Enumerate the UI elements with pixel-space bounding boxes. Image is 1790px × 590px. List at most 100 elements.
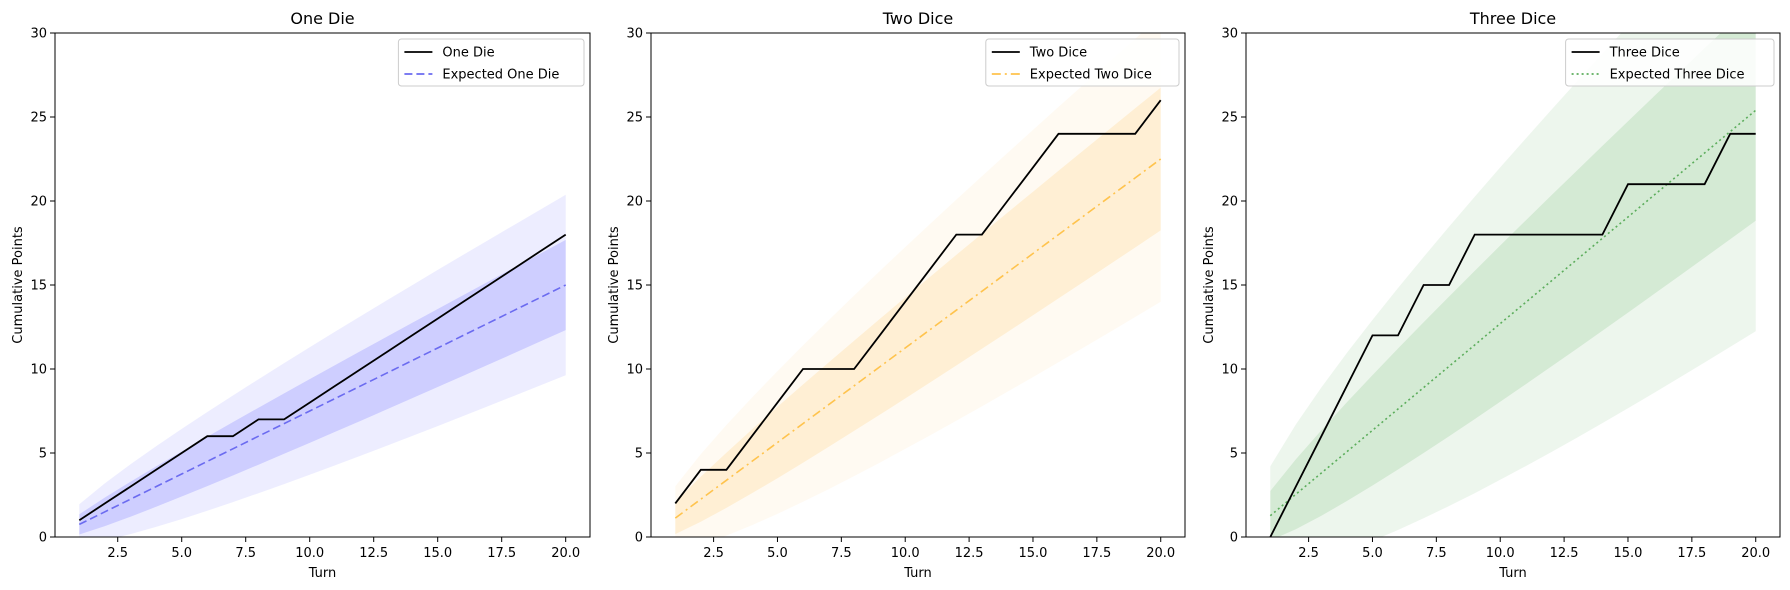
- data-point: [333, 383, 338, 388]
- data-point: [1133, 131, 1138, 136]
- x-tick-label: 7.5: [1426, 546, 1447, 561]
- data-point: [486, 283, 491, 288]
- x-axis-label: Turn: [1498, 566, 1527, 581]
- y-tick-label: 5: [635, 447, 643, 462]
- chart-panel-1: 2.5 5.0 7.5 10.0 12.5 15.0 17.5 20.0 0 5 10 15 20 25 3…: [11, 9, 591, 581]
- data-point: [307, 400, 312, 405]
- data-point: [435, 316, 440, 321]
- actual-series-line: [78, 233, 567, 521]
- expected-series-line: [1269, 109, 1757, 517]
- data-point: [1728, 131, 1733, 136]
- data-point: [698, 467, 703, 472]
- expected-series-line: [674, 158, 1162, 519]
- x-tick-label: 12.5: [1550, 546, 1579, 561]
- data-point: [724, 467, 729, 472]
- x-tick-label: 10.0: [891, 546, 920, 561]
- x-tick-label: 15.0: [423, 546, 452, 561]
- x-tick-label: 20.0: [551, 546, 580, 561]
- y-tick-label: 20: [30, 195, 47, 210]
- data-point: [77, 518, 82, 523]
- data-point: [928, 266, 933, 271]
- x-tick-label: 2.5: [107, 546, 128, 561]
- y-tick-label: 0: [1230, 531, 1238, 546]
- plot-area: [673, 33, 1162, 537]
- data-point: [563, 232, 568, 237]
- data-point: [903, 299, 908, 304]
- data-point: [801, 367, 806, 372]
- x-tick-label: 15.0: [1613, 546, 1642, 561]
- chart-title: Three Dice: [1469, 9, 1556, 28]
- y-tick-label: 0: [39, 531, 47, 546]
- legend-label-actual: Two Dice: [1029, 46, 1087, 61]
- data-point: [384, 350, 389, 355]
- data-point: [1421, 283, 1426, 288]
- y-tick-label: 0: [635, 531, 643, 546]
- confidence-band-inner: [1270, 33, 1756, 537]
- y-tick-label: 15: [1221, 279, 1238, 294]
- data-point: [852, 367, 857, 372]
- y-tick-label: 10: [626, 363, 643, 378]
- data-point: [775, 400, 780, 405]
- legend-label-expected: Expected Three Dice: [1610, 68, 1745, 83]
- data-point: [358, 367, 363, 372]
- x-tick-label: 5.0: [171, 546, 192, 561]
- x-tick-label: 12.5: [359, 546, 388, 561]
- y-tick-label: 15: [626, 279, 643, 294]
- y-tick-label: 25: [30, 111, 47, 126]
- data-point: [1293, 484, 1298, 489]
- data-point: [1574, 232, 1579, 237]
- data-point: [1056, 131, 1061, 136]
- data-point: [1600, 232, 1605, 237]
- x-tick-label: 17.5: [1677, 546, 1706, 561]
- data-point: [954, 232, 959, 237]
- y-tick-label: 10: [30, 363, 47, 378]
- legend: Three Dice Expected Three Dice: [1565, 38, 1775, 87]
- chart-title: One Die: [290, 9, 354, 28]
- data-point: [128, 484, 133, 489]
- data-point: [1396, 333, 1401, 338]
- x-tick-label: 10.0: [295, 546, 324, 561]
- x-tick-label: 17.5: [1082, 546, 1111, 561]
- x-tick-label: 15.0: [1018, 546, 1047, 561]
- data-point: [154, 467, 159, 472]
- y-tick-label: 25: [1221, 111, 1238, 126]
- data-point: [1344, 383, 1349, 388]
- data-point: [1523, 232, 1528, 237]
- y-tick-label: 5: [1230, 447, 1238, 462]
- data-point: [1651, 182, 1656, 187]
- x-axis-label: Turn: [308, 566, 337, 581]
- data-point: [512, 266, 517, 271]
- data-point: [205, 434, 210, 439]
- confidence-band-inner: [675, 87, 1161, 535]
- x-tick-label: 17.5: [487, 546, 516, 561]
- data-point: [102, 501, 107, 506]
- x-tick-label: 2.5: [1298, 546, 1319, 561]
- data-point: [1549, 232, 1554, 237]
- x-tick-label: 5.0: [1362, 546, 1383, 561]
- x-tick-label: 5.0: [767, 546, 788, 561]
- legend: One Die Expected One Die: [397, 38, 585, 87]
- data-point: [1447, 283, 1452, 288]
- chart-title: Two Dice: [882, 9, 954, 28]
- chart-panel-3: 2.5 5.0 7.5 10.0 12.5 15.0 17.5 20.0 0 5 10 15 20 25 3…: [1202, 9, 1781, 581]
- y-axis-label: Cumulative Points: [607, 226, 622, 344]
- legend-box: [1565, 38, 1775, 87]
- x-tick-label: 20.0: [1741, 546, 1770, 561]
- data-point: [673, 501, 678, 506]
- data-point: [1005, 199, 1010, 204]
- x-tick-label: 2.5: [703, 546, 724, 561]
- data-point: [1082, 131, 1087, 136]
- chart-panel-2: 2.5 5.0 7.5 10.0 12.5 15.0 17.5 20.0 0 5 10 15 20 25 3…: [607, 9, 1186, 581]
- legend: Two Dice Expected Two Dice: [985, 38, 1180, 87]
- legend-label-expected: Expected Two Dice: [1030, 68, 1152, 83]
- x-tick-label: 7.5: [831, 546, 852, 561]
- confidence-band-outer: [1270, 33, 1756, 537]
- y-tick-label: 10: [1221, 363, 1238, 378]
- data-point: [1753, 131, 1758, 136]
- data-point: [1626, 182, 1631, 187]
- y-axis-label: Cumulative Points: [11, 226, 26, 344]
- y-tick-label: 20: [626, 195, 643, 210]
- data-point: [538, 249, 543, 254]
- data-point: [826, 367, 831, 372]
